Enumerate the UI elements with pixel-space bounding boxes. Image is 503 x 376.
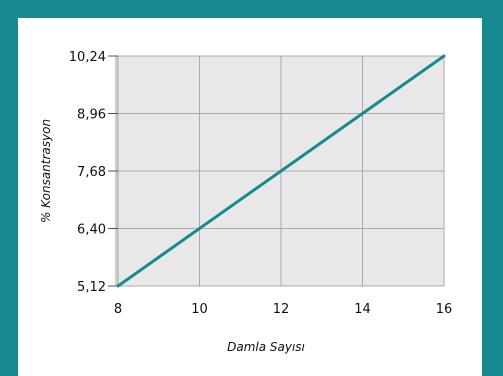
x-tick-label: 16 — [436, 302, 453, 317]
y-axis-ticks: 5,12 6,40 7,68 8,96 10,24 — [69, 50, 118, 295]
y-axis-title: % Konsantrasyon — [39, 119, 53, 223]
data-series — [116, 54, 446, 288]
x-axis-title: Damla Sayısı — [227, 340, 305, 354]
x-tick-label: 14 — [354, 302, 371, 317]
x-tick-label: 10 — [191, 302, 208, 317]
series-line — [116, 54, 446, 288]
y-tick-label: 7,68 — [77, 165, 106, 180]
y-tick-label: 5,12 — [77, 280, 106, 295]
y-tick-label: 8,96 — [77, 108, 106, 123]
x-tick-label: 12 — [273, 302, 290, 317]
y-tick-label: 6,40 — [77, 223, 106, 238]
x-axis-ticks: 8 10 12 14 16 — [114, 302, 452, 317]
x-tick-label: 8 — [114, 302, 122, 317]
y-tick-label: 10,24 — [69, 50, 106, 65]
line-chart: 5,12 6,40 7,68 8,96 10,24 8 10 12 14 16 % Konsan… — [39, 50, 452, 354]
chart-card: 5,12 6,40 7,68 8,96 10,24 8 10 12 14 16 % Konsan… — [18, 18, 482, 376]
